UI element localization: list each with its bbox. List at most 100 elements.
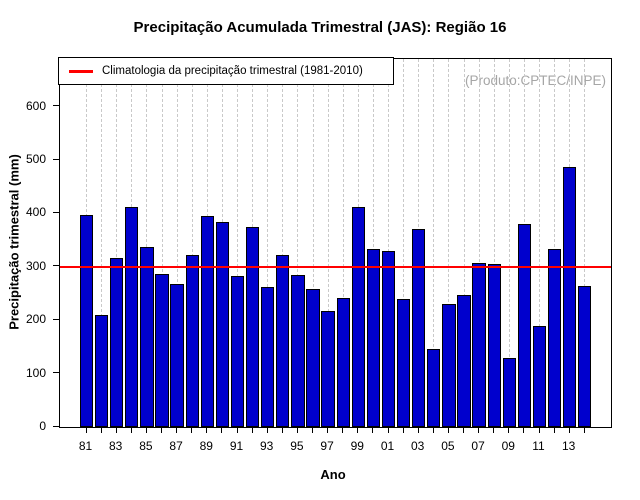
bar-1984 <box>125 207 139 427</box>
x-tick-1982 <box>100 427 102 433</box>
x-tick-1994 <box>281 427 283 433</box>
x-tick-1993 <box>266 427 268 433</box>
bar-2005 <box>442 303 456 427</box>
x-tick-1999 <box>357 427 359 433</box>
x-tick-2013 <box>568 427 570 433</box>
x-tick-label-1999: 99 <box>350 439 364 453</box>
gridline-1987 <box>176 59 178 427</box>
x-tick-label-1985: 85 <box>139 439 153 453</box>
x-tick-2006 <box>463 427 464 433</box>
x-tick-1989 <box>206 427 208 433</box>
x-tick-label-1993: 93 <box>260 439 274 453</box>
y-tick-600 <box>53 105 59 107</box>
x-tick-1987 <box>176 427 178 433</box>
legend-red-line-icon <box>69 69 93 73</box>
gridline-2007 <box>478 59 480 427</box>
gridline-2012 <box>554 59 556 427</box>
x-tick-2009 <box>508 427 510 433</box>
bar-2000 <box>366 249 381 427</box>
x-tick-label-2005: 05 <box>441 439 455 453</box>
bar-2002 <box>396 298 411 427</box>
bar-2014 <box>578 286 592 427</box>
x-tick-2012 <box>553 427 555 433</box>
x-tick-label-2007: 07 <box>471 439 485 453</box>
gridline-1982 <box>101 59 103 427</box>
x-tick-2007 <box>478 427 480 433</box>
x-axis-label: Ano <box>320 467 346 482</box>
gridline-1993 <box>267 59 269 427</box>
gridline-2008 <box>493 59 495 427</box>
gridline-2002 <box>403 59 405 427</box>
y-tick-label-500: 500 <box>25 152 46 166</box>
gridline-2006 <box>463 59 465 427</box>
x-tick-1997 <box>327 427 329 433</box>
y-tick-0 <box>53 425 59 427</box>
bar-1986 <box>155 274 169 427</box>
y-tick-300 <box>53 265 59 267</box>
bar-1983 <box>110 258 124 427</box>
bar-2013 <box>563 166 577 427</box>
x-tick-label-1995: 95 <box>290 439 304 453</box>
bar-2004 <box>427 349 441 427</box>
bar-2011 <box>532 325 547 427</box>
bar-1981 <box>79 215 94 427</box>
x-tick-1984 <box>130 427 132 433</box>
bar-1994 <box>276 255 290 427</box>
gridline-2014 <box>584 59 586 427</box>
x-tick-1991 <box>236 427 238 433</box>
bar-1989 <box>200 216 214 427</box>
x-tick-label-1991: 91 <box>229 439 244 453</box>
x-tick-label-2011: 11 <box>532 439 545 453</box>
x-tick-label-1997: 97 <box>320 439 334 453</box>
gridline-2011 <box>539 59 540 427</box>
x-tick-2001 <box>387 427 389 433</box>
x-tick-2005 <box>447 427 449 433</box>
gridline-2004 <box>433 59 435 427</box>
x-tick-1988 <box>191 427 193 433</box>
gridline-2001 <box>388 59 389 427</box>
gridline-1994 <box>282 59 284 427</box>
bar-2006 <box>457 295 471 427</box>
gridline-1985 <box>146 59 148 427</box>
bar-1990 <box>215 221 230 427</box>
x-tick-2000 <box>372 427 374 433</box>
bar-2001 <box>381 251 396 427</box>
gridline-2000 <box>372 59 374 427</box>
x-tick-2003 <box>417 427 419 433</box>
bar-1996 <box>306 289 320 427</box>
bar-2012 <box>547 248 562 427</box>
y-tick-100 <box>53 372 59 374</box>
bar-1997 <box>321 311 335 427</box>
bar-1995 <box>291 274 305 427</box>
x-tick-label-1983: 83 <box>109 439 123 453</box>
bar-2008 <box>487 264 501 427</box>
bar-1992 <box>245 226 260 427</box>
bar-2003 <box>412 228 426 427</box>
x-tick-2014 <box>583 427 585 433</box>
y-tick-200 <box>53 318 59 320</box>
bar-1982 <box>94 314 109 427</box>
y-tick-label-300: 300 <box>25 258 46 273</box>
x-tick-label-2013: 13 <box>562 439 576 453</box>
y-tick-500 <box>53 158 59 160</box>
watermark-text: (Produto:CPTEC/INPE) <box>464 73 606 88</box>
x-tick-1986 <box>161 427 162 433</box>
x-tick-2004 <box>432 427 434 433</box>
gridline-2009 <box>508 59 510 427</box>
x-tick-label-2001: 01 <box>380 439 395 453</box>
y-tick-label-600: 600 <box>25 98 46 113</box>
gridline-1983 <box>116 59 118 427</box>
gridline-1986 <box>161 59 163 427</box>
y-tick-400 <box>53 211 59 213</box>
x-tick-1983 <box>115 427 117 433</box>
x-tick-1985 <box>145 427 147 433</box>
x-tick-label-1987: 87 <box>169 439 183 453</box>
plot-area <box>59 58 612 428</box>
x-tick-label-2009: 09 <box>501 439 515 453</box>
climatology-line <box>60 265 611 268</box>
x-tick-1996 <box>312 427 313 433</box>
bar-1985 <box>140 247 154 427</box>
bar-1999 <box>351 207 365 427</box>
y-tick-label-0: 0 <box>39 419 46 433</box>
x-tick-label-1981: 81 <box>78 439 93 453</box>
